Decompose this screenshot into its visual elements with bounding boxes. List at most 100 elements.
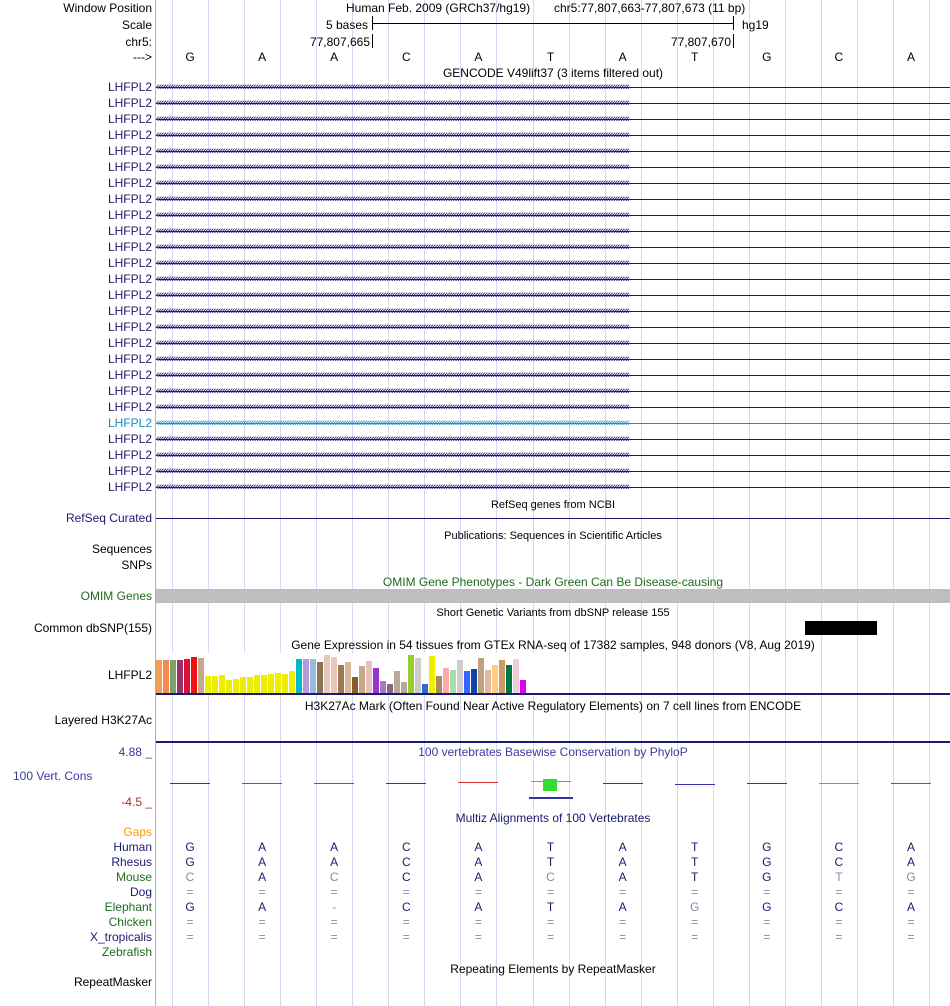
gtex-tissue-bar[interactable] [268,674,274,693]
gencode-transcript-label[interactable]: LHFPL2 [107,384,152,398]
multiz-species-label[interactable]: Zebrafish [101,945,152,959]
gencode-transcript-line[interactable]: ‹‹‹‹‹‹‹‹‹‹‹‹‹‹‹‹‹‹‹‹‹‹‹‹‹‹‹‹‹‹‹‹‹‹‹‹‹‹‹‹… [156,128,950,142]
gtex-tissue-bar[interactable] [464,671,470,693]
gtex-tissue-bar[interactable] [275,673,281,693]
gencode-transcript-label[interactable]: LHFPL2 [107,304,152,318]
gtex-tissue-bar[interactable] [331,657,337,693]
gencode-transcript-line[interactable]: ‹‹‹‹‹‹‹‹‹‹‹‹‹‹‹‹‹‹‹‹‹‹‹‹‹‹‹‹‹‹‹‹‹‹‹‹‹‹‹‹… [156,96,950,110]
gencode-transcript-line[interactable]: ‹‹‹‹‹‹‹‹‹‹‹‹‹‹‹‹‹‹‹‹‹‹‹‹‹‹‹‹‹‹‹‹‹‹‹‹‹‹‹‹… [156,384,950,398]
gtex-tissue-bar[interactable] [457,660,463,693]
conservation-score-mark[interactable] [170,782,210,784]
gtex-tissue-bar[interactable] [520,680,526,693]
gencode-transcript-label[interactable]: LHFPL2 [107,400,152,414]
strand-label[interactable]: ---> [133,50,152,64]
gtex-tissue-bar[interactable] [212,676,218,693]
gencode-transcript-label[interactable]: LHFPL2 [107,416,152,430]
gtex-tissue-bar[interactable] [303,659,309,693]
conservation-score-mark[interactable] [674,783,715,785]
gtex-tissue-bar[interactable] [387,684,393,693]
gencode-transcript-label[interactable]: LHFPL2 [107,128,152,142]
gencode-transcript-label[interactable]: LHFPL2 [107,208,152,222]
gtex-tissue-bar[interactable] [450,670,456,693]
gtex-tissue-bar[interactable] [478,658,484,693]
gtex-tissue-bar[interactable] [485,670,491,693]
gencode-transcript-line[interactable]: ‹‹‹‹‹‹‹‹‹‹‹‹‹‹‹‹‹‹‹‹‹‹‹‹‹‹‹‹‹‹‹‹‹‹‹‹‹‹‹‹… [156,160,950,174]
gencode-transcript-label[interactable]: LHFPL2 [107,176,152,190]
gencode-transcript-label[interactable]: LHFPL2 [107,448,152,462]
gencode-transcript-label[interactable]: LHFPL2 [107,320,152,334]
gencode-transcript-label[interactable]: LHFPL2 [107,160,152,174]
multiz-species-label[interactable]: X_tropicalis [89,930,152,944]
gencode-transcript-label[interactable]: LHFPL2 [107,336,152,350]
gtex-tissue-bar[interactable] [394,671,400,693]
gtex-tissue-bar[interactable] [240,677,246,693]
gencode-transcript-line[interactable]: ‹‹‹‹‹‹‹‹‹‹‹‹‹‹‹‹‹‹‹‹‹‹‹‹‹‹‹‹‹‹‹‹‹‹‹‹‹‹‹‹… [156,144,950,158]
gtex-tissue-bar[interactable] [401,682,407,693]
gtex-tissue-bar[interactable] [177,660,183,693]
conservation-score-mark[interactable] [242,783,283,785]
gtex-tissue-bar[interactable] [513,659,519,693]
gencode-transcript-label[interactable]: LHFPL2 [107,144,152,158]
gencode-transcript-label[interactable]: LHFPL2 [107,192,152,206]
gtex-tissue-bar[interactable] [359,666,365,693]
multiz-species-label[interactable]: Elephant [104,900,152,914]
gtex-tissue-bar[interactable] [310,659,316,693]
gtex-tissue-bar[interactable] [436,676,442,693]
gtex-tissue-bar[interactable] [506,665,512,693]
gencode-transcript-label[interactable]: LHFPL2 [107,80,152,94]
refseq-track-label[interactable]: RefSeq Curated [65,511,152,525]
gtex-tissue-bar[interactable] [471,669,477,693]
gtex-tissue-bar[interactable] [422,684,428,693]
gencode-transcript-line[interactable]: ‹‹‹‹‹‹‹‹‹‹‹‹‹‹‹‹‹‹‹‹‹‹‹‹‹‹‹‹‹‹‹‹‹‹‹‹‹‹‹‹… [156,208,950,222]
gtex-tissue-bar[interactable] [163,660,169,693]
gtex-tissue-bar[interactable] [170,660,176,693]
gencode-transcript-line[interactable]: ‹‹‹‹‹‹‹‹‹‹‹‹‹‹‹‹‹‹‹‹‹‹‹‹‹‹‹‹‹‹‹‹‹‹‹‹‹‹‹‹… [156,368,950,382]
multiz-gaps-label[interactable]: Gaps [123,825,152,839]
gencode-transcript-label[interactable]: LHFPL2 [107,288,152,302]
h3k27ac-track-label[interactable]: Layered H3K27Ac [54,713,152,727]
gencode-transcript-line[interactable]: ‹‹‹‹‹‹‹‹‹‹‹‹‹‹‹‹‹‹‹‹‹‹‹‹‹‹‹‹‹‹‹‹‹‹‹‹‹‹‹‹… [156,304,950,318]
gencode-transcript-label[interactable]: LHFPL2 [107,112,152,126]
gencode-transcript-label[interactable]: LHFPL2 [107,368,152,382]
gencode-transcript-line[interactable]: ‹‹‹‹‹‹‹‹‹‹‹‹‹‹‹‹‹‹‹‹‹‹‹‹‹‹‹‹‹‹‹‹‹‹‹‹‹‹‹‹… [156,416,950,430]
gtex-tissue-bar[interactable] [324,655,330,693]
gencode-transcript-line[interactable]: ‹‹‹‹‹‹‹‹‹‹‹‹‹‹‹‹‹‹‹‹‹‹‹‹‹‹‹‹‹‹‹‹‹‹‹‹‹‹‹‹… [156,464,950,478]
gtex-tissue-bar[interactable] [198,658,204,693]
gencode-transcript-line[interactable]: ‹‹‹‹‹‹‹‹‹‹‹‹‹‹‹‹‹‹‹‹‹‹‹‹‹‹‹‹‹‹‹‹‹‹‹‹‹‹‹‹… [156,176,950,190]
gencode-transcript-label[interactable]: LHFPL2 [107,464,152,478]
conservation-plot[interactable] [156,758,950,808]
gtex-tissue-bar[interactable] [352,677,358,693]
gtex-tissue-bar[interactable] [282,674,288,693]
gtex-tissue-bar[interactable] [156,660,162,693]
gtex-tissue-bar[interactable] [254,675,260,693]
conservation-score-mark[interactable] [818,783,859,785]
gencode-transcript-line[interactable]: ‹‹‹‹‹‹‹‹‹‹‹‹‹‹‹‹‹‹‹‹‹‹‹‹‹‹‹‹‹‹‹‹‹‹‹‹‹‹‹‹… [156,112,950,126]
gtex-tissue-bar[interactable] [499,660,505,693]
conservation-score-mark[interactable] [746,782,787,784]
gencode-transcript-line[interactable]: ‹‹‹‹‹‹‹‹‹‹‹‹‹‹‹‹‹‹‹‹‹‹‹‹‹‹‹‹‹‹‹‹‹‹‹‹‹‹‹‹… [156,224,950,238]
multiz-species-label[interactable]: Human [113,840,152,854]
gencode-transcript-line[interactable]: ‹‹‹‹‹‹‹‹‹‹‹‹‹‹‹‹‹‹‹‹‹‹‹‹‹‹‹‹‹‹‹‹‹‹‹‹‹‹‹‹… [156,400,950,414]
gtex-tissue-bar[interactable] [261,675,267,693]
gencode-transcript-label[interactable]: LHFPL2 [107,240,152,254]
dbsnp-variant[interactable] [805,621,877,635]
gtex-tissue-bar[interactable] [373,668,379,693]
conservation-score-mark[interactable] [458,782,499,783]
gencode-transcript-line[interactable]: ‹‹‹‹‹‹‹‹‹‹‹‹‹‹‹‹‹‹‹‹‹‹‹‹‹‹‹‹‹‹‹‹‹‹‹‹‹‹‹‹… [156,272,950,286]
publications-sequences-label[interactable]: Sequences [91,542,152,556]
gtex-tissue-bar[interactable] [443,668,449,693]
gtex-tissue-bar[interactable] [317,662,323,693]
publications-snps-label[interactable]: SNPs [121,558,152,572]
gtex-tissue-bar[interactable] [233,679,239,693]
multiz-alignment-block[interactable]: Human G A A C A T A T G C A Rhesus G A A C A T A T G C A Mouse C A… [0,840,950,960]
gtex-tissue-bar[interactable] [247,677,253,693]
gtex-tissue-bar[interactable] [289,671,295,693]
gtex-tissue-bar[interactable] [226,680,232,693]
gencode-transcript-line[interactable]: ‹‹‹‹‹‹‹‹‹‹‹‹‹‹‹‹‹‹‹‹‹‹‹‹‹‹‹‹‹‹‹‹‹‹‹‹‹‹‹‹… [156,80,950,94]
multiz-species-label[interactable]: Chicken [108,915,152,929]
conservation-score-mark[interactable] [386,783,427,784]
gencode-transcript-line[interactable]: ‹‹‹‹‹‹‹‹‹‹‹‹‹‹‹‹‹‹‹‹‹‹‹‹‹‹‹‹‹‹‹‹‹‹‹‹‹‹‹‹… [156,480,950,494]
gtex-tissue-bar[interactable] [380,681,386,693]
gencode-transcript-line[interactable]: ‹‹‹‹‹‹‹‹‹‹‹‹‹‹‹‹‹‹‹‹‹‹‹‹‹‹‹‹‹‹‹‹‹‹‹‹‹‹‹‹… [156,336,950,350]
gencode-transcript-line[interactable]: ‹‹‹‹‹‹‹‹‹‹‹‹‹‹‹‹‹‹‹‹‹‹‹‹‹‹‹‹‹‹‹‹‹‹‹‹‹‹‹‹… [156,288,950,302]
